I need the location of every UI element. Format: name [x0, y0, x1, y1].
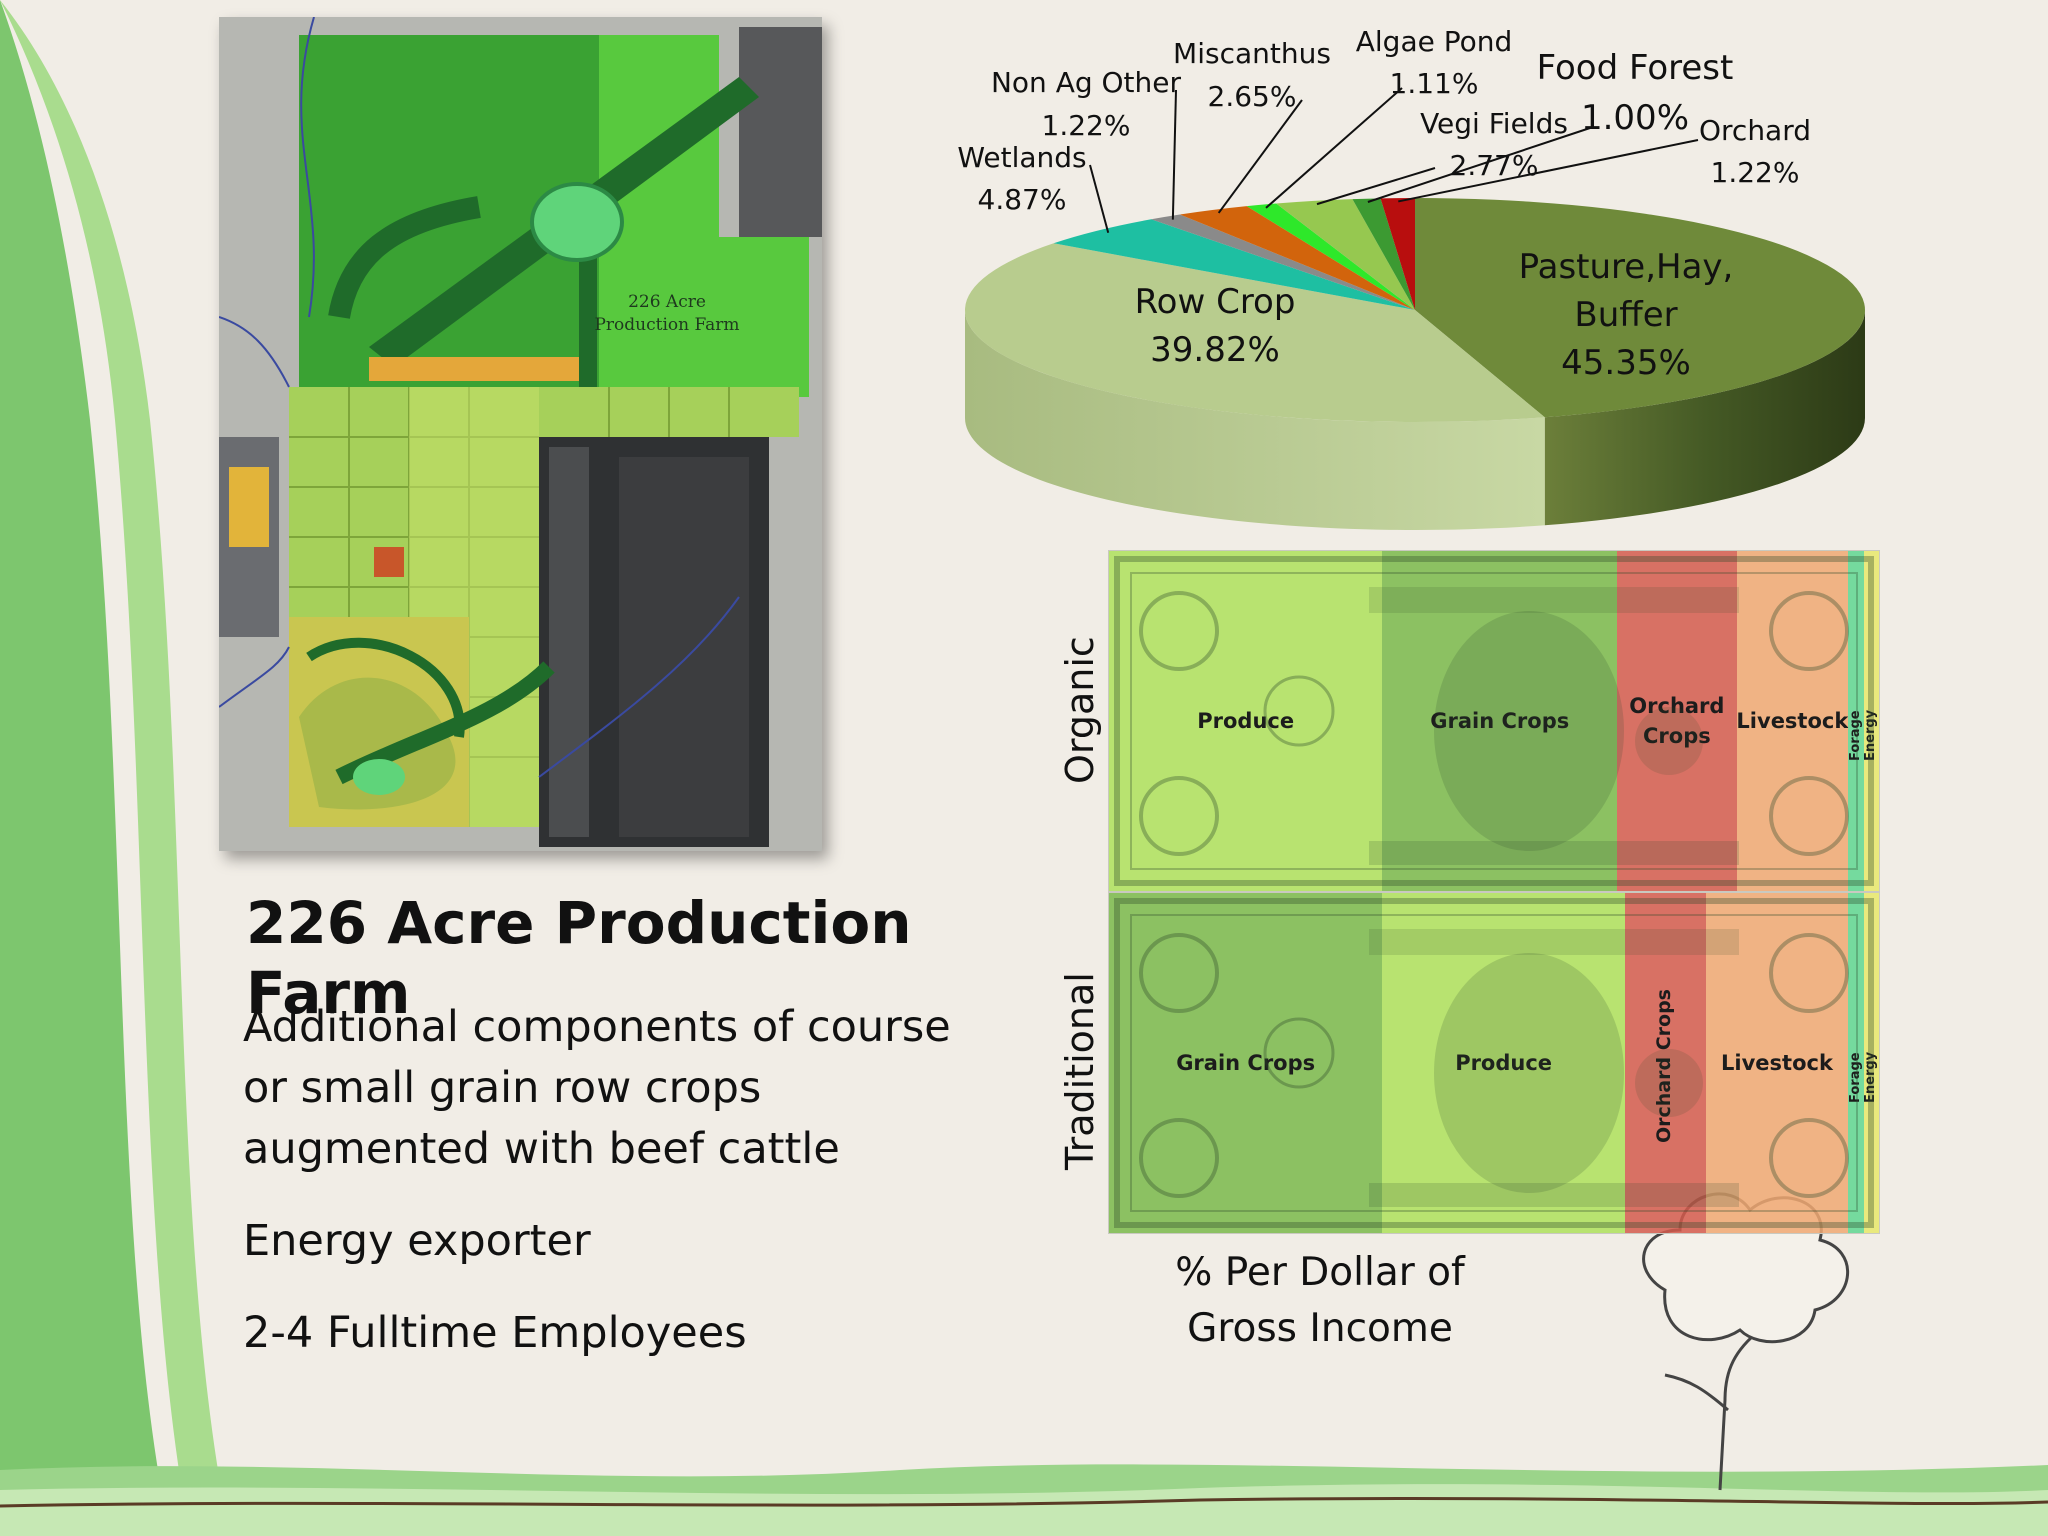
- bullet-text-3: 2-4 Fulltime Employees: [243, 1308, 747, 1358]
- pie-slice-food-forest: [1352, 198, 1415, 310]
- bar-segment-label: Livestock: [1736, 709, 1849, 733]
- pie-leader-algae-pond: [1265, 87, 1403, 209]
- pie-slice-miscanthus: [1179, 206, 1415, 310]
- chart-caption: % Per Dollar of Gross Income: [1175, 1250, 1465, 1351]
- map-label-line2: Production Farm: [594, 315, 739, 335]
- pie-slice-non-ag-other: [1151, 214, 1415, 310]
- pie-label-pasture-value: 45.35%: [1561, 343, 1691, 383]
- bar-segment-produce: [1109, 551, 1383, 891]
- pie-label-orchard-value: 1.22%: [1711, 156, 1800, 189]
- pie-label-orchard-name: Orchard: [1699, 114, 1811, 147]
- bar-segment-grain-crops: [1382, 551, 1618, 891]
- bullet-text-1: Additional components of course or small…: [243, 1002, 951, 1174]
- pie-leader-non-ag-other: [1171, 89, 1177, 220]
- bar-segment-label: Grain Crops: [1176, 1051, 1316, 1075]
- pie-slice-orchard: [1380, 198, 1415, 310]
- bar-segment-forage: [1848, 551, 1864, 891]
- pie-label-wetlands-name: Wetlands: [957, 141, 1086, 174]
- pie-leader-miscanthus: [1217, 99, 1303, 214]
- bar-segment-orchard-crops: [1617, 551, 1737, 891]
- bar-segment-label: Grain Crops: [1430, 709, 1570, 733]
- pie-label-algae-pond-name: Algae Pond: [1356, 25, 1513, 58]
- pie-slice-wetlands: [1053, 219, 1415, 310]
- map-label-line1: 226 Acre: [628, 292, 706, 312]
- row-label-organic: Organic: [1058, 636, 1102, 784]
- bar-segment-grain-crops: [1109, 893, 1383, 1233]
- pie-label-food-forest-name: Food Forest: [1537, 48, 1734, 88]
- bar-segment-orchard-crops: [1624, 893, 1706, 1233]
- bar-segment-livestock: [1705, 893, 1849, 1233]
- pie-label-vegi-fields-name: Vegi Fields: [1420, 107, 1568, 140]
- pie-label-non-ag-other-name: Non Ag Other: [991, 66, 1182, 99]
- traditional-income-bar: Grain Crops Produce Orchard Crops Livestock…: [1108, 892, 1880, 1234]
- pie-label-miscanthus-name: Miscanthus: [1173, 37, 1331, 70]
- pie-side-pasture-hay-buffer: [1544, 310, 1865, 526]
- bar-segment-label: Orchard Crops: [1629, 694, 1725, 748]
- pie-label-food-forest-value: 1.00%: [1581, 98, 1689, 138]
- dollar-bill-artwork: [1109, 893, 1879, 1233]
- pie-leader-wetlands: [1089, 164, 1110, 233]
- tree-icon: [1642, 1192, 1849, 1491]
- bar-segment-energy: [1863, 893, 1879, 1233]
- bar-segment-livestock: [1736, 551, 1849, 891]
- farm-map-image: 226 Acre Production Farm: [219, 17, 822, 851]
- pie-label-non-ag-other-value: 1.22%: [1042, 109, 1131, 142]
- pie-leader-orchard: [1398, 139, 1699, 203]
- page-title: 226 Acre Production Farm: [246, 889, 912, 1027]
- pie-label-miscanthus-value: 2.65%: [1208, 80, 1297, 113]
- row-label-traditional: Traditional: [1058, 972, 1102, 1170]
- bar-segment-produce: [1382, 893, 1625, 1233]
- pie-label-vegi-fields-value: 2.77%: [1450, 149, 1539, 182]
- bar-segment-label: Produce: [1455, 1051, 1553, 1075]
- pie-label-pasture-name-2: Buffer: [1574, 295, 1677, 335]
- dollar-bill-artwork: [1109, 551, 1879, 891]
- bar-segment-forage: [1848, 893, 1864, 1233]
- bar-segment-energy: [1863, 551, 1879, 891]
- land-use-pie-chart: Pasture,Hay, Buffer 45.35% Row Crop 39.82% We…: [957, 25, 1866, 530]
- pie-label-wetlands-value: 4.87%: [978, 183, 1067, 216]
- pie-slice-row-crop: [964, 243, 1545, 422]
- pie-leader-vegi-fields: [1316, 167, 1436, 206]
- pie-label-pasture-name-1: Pasture,Hay,: [1519, 247, 1734, 287]
- pie-label-row-crop-value: 39.82%: [1150, 330, 1280, 370]
- pie-slice-vegi-fields: [1276, 199, 1415, 310]
- pie-slice-pasture-hay-buffer: [1415, 198, 1866, 418]
- organic-income-bar: Produce Grain Crops Orchard Crops Livestock F…: [1108, 550, 1880, 892]
- income-comparison-chart: Organic Produce Grain Crops Orchard Crops Li…: [1058, 550, 1880, 1234]
- pie-side-row-crop: [965, 310, 1545, 530]
- pie-slice-algae-pond: [1246, 203, 1415, 310]
- bullet-text-2: Energy exporter: [243, 1216, 591, 1266]
- bar-segment-label: Produce: [1197, 709, 1295, 733]
- pie-label-algae-pond-value: 1.11%: [1390, 67, 1479, 100]
- bar-segment-label: Livestock: [1721, 1051, 1833, 1075]
- pie-leader-food-forest: [1367, 127, 1591, 203]
- pie-label-row-crop-name: Row Crop: [1135, 282, 1296, 322]
